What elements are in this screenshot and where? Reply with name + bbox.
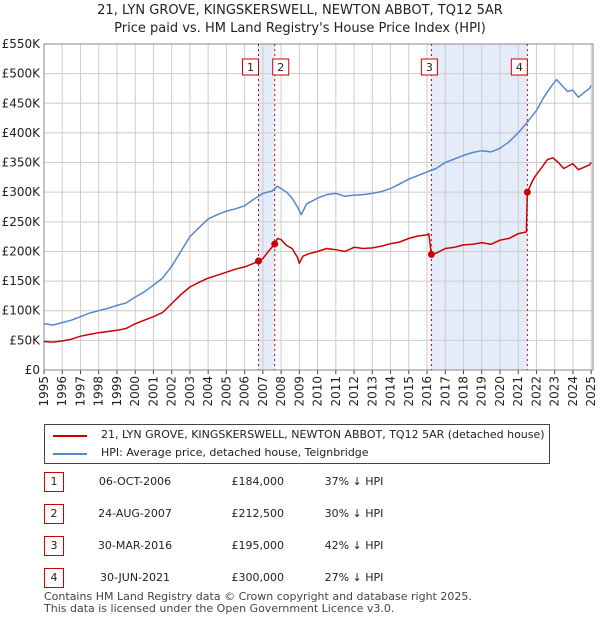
legend-label-hpi: HPI: Average price, detached house, Teig… xyxy=(101,446,369,459)
sale-point xyxy=(427,250,435,258)
x-tick-label: 2021 xyxy=(511,376,525,407)
table-row: 1 06-OCT-2006 £184,000 37% ↓ HPI xyxy=(44,472,464,492)
transaction-date: 06-OCT-2006 xyxy=(98,475,172,488)
legend-label-property: 21, LYN GROVE, KINGSKERSWELL, NEWTON ABB… xyxy=(101,428,545,441)
transaction-hpi: 27% ↓ HPI xyxy=(324,571,384,584)
y-tick-label: £350K xyxy=(2,156,42,170)
y-tick-label: £450K xyxy=(2,96,42,110)
x-tick-label: 2012 xyxy=(347,376,361,407)
series-line-hpi xyxy=(43,78,592,326)
transaction-hpi: 30% ↓ HPI xyxy=(324,507,384,520)
marker-badge xyxy=(510,58,528,76)
transaction-price: £212,500 xyxy=(231,507,285,520)
plot-frame xyxy=(43,43,594,371)
x-tick-label: 2006 xyxy=(238,376,252,407)
x-tick-label: 2009 xyxy=(292,376,306,407)
x-tick-label: 1997 xyxy=(73,376,87,407)
footer-copyright: Contains HM Land Registry data © Crown c… xyxy=(44,590,472,603)
legend-swatch-hpi xyxy=(53,453,87,455)
price-chart: £0 £50K £100K £150K £200K £250K £300K £350K £400… xyxy=(2,37,599,407)
y-tick-label: £500K xyxy=(2,67,42,81)
x-tick-label: 1996 xyxy=(55,376,69,407)
x-tick-label: 2020 xyxy=(493,376,507,407)
transaction-date: 30-JUN-2021 xyxy=(99,571,171,584)
transaction-hpi: 42% ↓ HPI xyxy=(324,539,384,552)
chart-title: 21, LYN GROVE, KINGSKERSWELL, NEWTON ABB… xyxy=(97,3,503,18)
x-tick-label: 2007 xyxy=(256,376,270,407)
y-tick-label: £150K xyxy=(2,274,42,288)
marker-badge xyxy=(272,58,290,76)
marker-badge-label: 4 xyxy=(516,61,523,74)
x-tick-label: 2010 xyxy=(311,376,325,407)
shaded-range xyxy=(258,44,275,370)
x-tick-label: 2024 xyxy=(566,376,580,407)
x-tick-label: 2015 xyxy=(402,376,416,407)
x-tick-label: 1999 xyxy=(110,376,124,407)
x-tick-label: 2023 xyxy=(548,376,562,407)
sale-point xyxy=(254,257,262,265)
x-tick-label: 2018 xyxy=(457,376,471,407)
shaded-range xyxy=(431,44,528,370)
marker-badge-label: 2 xyxy=(277,61,284,74)
chart-subtitle: Price paid vs. HM Land Registry's House … xyxy=(114,21,486,36)
x-tick-label: 2013 xyxy=(365,376,379,407)
x-tick-label: 2001 xyxy=(146,376,160,407)
table-row: 2 24-AUG-2007 £212,500 30% ↓ HPI xyxy=(44,504,464,524)
x-tick-label: 2003 xyxy=(183,376,197,407)
footer-licence: This data is licensed under the Open Gov… xyxy=(44,602,395,615)
sale-point xyxy=(271,240,279,248)
x-tick-label: 2008 xyxy=(274,376,288,407)
transaction-badge: 4 xyxy=(44,568,64,588)
x-tick-label: 2014 xyxy=(384,376,398,407)
sale-point xyxy=(523,188,531,196)
y-tick-label: £250K xyxy=(2,215,42,229)
marker-badge-label: 1 xyxy=(247,61,254,74)
y-tick-label: £400K xyxy=(2,126,42,140)
x-tick-label: 2017 xyxy=(438,376,452,407)
transaction-date: 30-MAR-2016 xyxy=(97,539,173,552)
transaction-price: £300,000 xyxy=(231,571,285,584)
y-tick-label: £200K xyxy=(2,244,42,258)
x-tick-label: 2022 xyxy=(529,376,543,407)
series-line-property xyxy=(43,157,592,343)
y-tick-label: £100K xyxy=(2,304,42,318)
x-tick-label: 2025 xyxy=(584,376,598,407)
legend-swatch-property xyxy=(53,435,87,437)
marker-badge-label: 3 xyxy=(426,61,433,74)
marker-badge xyxy=(420,58,438,76)
y-tick-label: £300K xyxy=(2,185,42,199)
transaction-hpi: 37% ↓ HPI xyxy=(324,475,384,488)
x-tick-label: 2016 xyxy=(420,376,434,407)
x-tick-label: 1995 xyxy=(37,376,51,407)
transaction-badge: 3 xyxy=(44,536,64,556)
x-tick-label: 1998 xyxy=(92,376,106,407)
x-tick-label: 2004 xyxy=(201,376,215,407)
transaction-badge: 1 xyxy=(44,472,64,492)
table-row: 3 30-MAR-2016 £195,000 42% ↓ HPI xyxy=(44,536,464,556)
y-tick-label: £0 xyxy=(25,363,40,377)
transaction-price: £195,000 xyxy=(231,539,285,552)
transaction-price: £184,000 xyxy=(231,475,285,488)
table-row: 4 30-JUN-2021 £300,000 27% ↓ HPI xyxy=(44,568,464,588)
legend: 21, LYN GROVE, KINGSKERSWELL, NEWTON ABB… xyxy=(44,424,550,464)
x-tick-label: 2011 xyxy=(329,376,343,407)
marker-badge xyxy=(241,58,259,76)
transaction-badge: 2 xyxy=(44,504,64,524)
x-tick-label: 2002 xyxy=(165,376,179,407)
x-tick-label: 2000 xyxy=(128,376,142,407)
y-tick-label: £550K xyxy=(2,37,42,51)
x-tick-label: 2005 xyxy=(219,376,233,407)
x-tick-label: 2019 xyxy=(475,376,489,407)
y-tick-label: £50K xyxy=(9,333,41,347)
transaction-date: 24-AUG-2007 xyxy=(98,507,172,520)
